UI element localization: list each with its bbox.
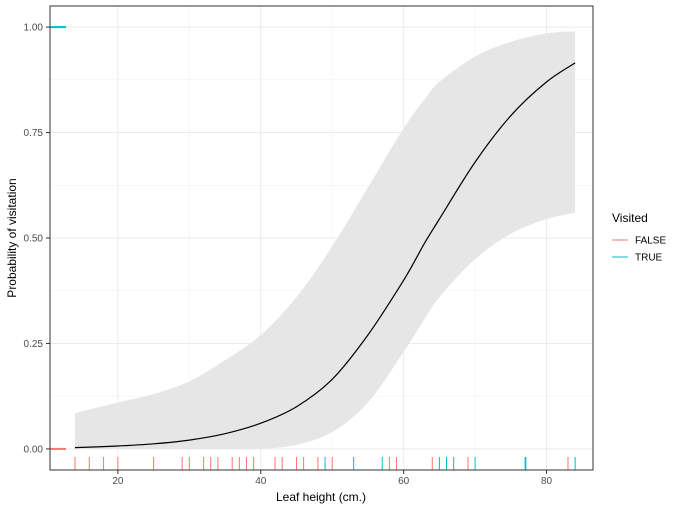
y-tick-label: 1.00 (24, 23, 44, 34)
x-axis-ticks: 20 40 60 80 (112, 470, 553, 487)
y-axis-title: Probability of visitation (5, 178, 19, 297)
confidence-ribbon (75, 31, 576, 450)
y-tick-label: 0.75 (24, 128, 44, 139)
legend-title: Visited (612, 211, 648, 225)
x-tick-label: 60 (398, 476, 410, 487)
x-tick-label: 80 (541, 476, 553, 487)
edge-segments (50, 26, 66, 450)
legend: Visited FALSE TRUE (612, 211, 666, 264)
rug-marks (74, 457, 576, 470)
x-tick-label: 20 (112, 476, 124, 487)
legend-label-true: TRUE (635, 253, 663, 264)
y-tick-label: 0.00 (24, 444, 44, 455)
y-tick-label: 0.50 (24, 234, 44, 245)
legend-label-false: FALSE (635, 236, 666, 247)
fitted-curve (74, 62, 576, 449)
y-tick-label: 0.25 (24, 339, 44, 350)
x-axis-title: Leaf height (cm.) (276, 490, 366, 504)
x-tick-label: 40 (255, 476, 267, 487)
y-axis-ticks: 0.00 0.25 0.50 0.75 1.00 (24, 23, 50, 455)
